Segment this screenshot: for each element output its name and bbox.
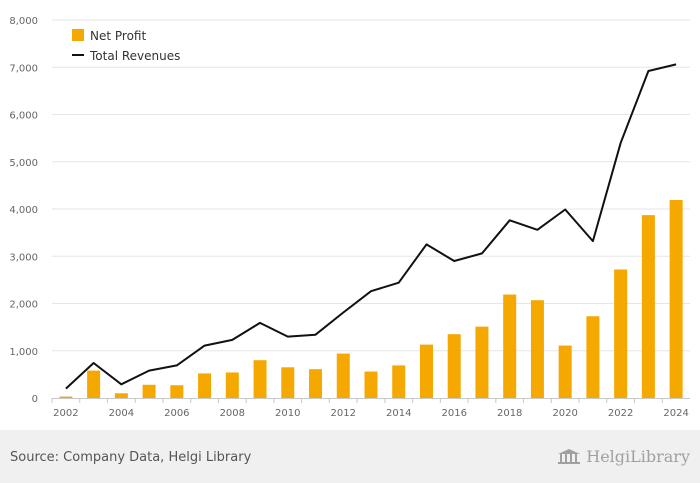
grid [52,19,690,352]
y-tick-label: 3,000 [9,252,38,263]
x-tick-label: 2008 [220,408,245,419]
bar-net-profit-2023 [641,215,655,398]
y-tick-label: 4,000 [9,205,38,216]
library-building-icon [558,448,581,464]
chart: 0 1,000 2,000 3,000 4,000 5,000 6,000 7,000 8,00… [9,16,690,419]
bar-net-profit-2008 [225,372,239,398]
bar-net-profit-2013 [364,371,378,398]
x-tick-label: 2010 [275,408,300,419]
x-tick-label: 2024 [663,408,688,419]
y-tick-label: 5,000 [9,158,38,169]
bar-net-profit-2014 [392,365,406,398]
bar-series [59,200,683,398]
x-axis-ticks: 2002 2004 2006 2008 2010 2012 2014 2016 2018 2020… [51,398,689,419]
bar-net-profit-2011 [309,369,323,398]
x-tick-label: 2004 [109,408,134,419]
bar-net-profit-2010 [281,367,295,398]
x-tick-label: 2022 [608,408,633,419]
x-tick-label: 2018 [497,408,522,419]
x-tick-label: 2002 [53,408,78,419]
bar-net-profit-2002 [59,396,73,398]
bar-net-profit-2012 [336,353,350,398]
line-total-revenues [65,63,677,390]
y-axis-ticks: 0 1,000 2,000 3,000 4,000 5,000 6,000 7,000 8,00… [9,16,38,405]
line-series [65,63,677,390]
y-tick-label: 1,000 [9,347,38,358]
bar-net-profit-2024 [669,200,683,398]
bar-net-profit-2007 [198,373,212,398]
y-tick-label: 6,000 [9,111,38,122]
y-tick-label: 8,000 [9,16,38,27]
x-tick-label: 2016 [441,408,466,419]
x-tick-label: 2014 [386,408,411,419]
bar-net-profit-2004 [114,393,128,398]
bar-net-profit-2022 [614,269,628,398]
legend-label-total-revenues: Total Revenues [89,49,180,63]
bar-net-profit-2019 [530,300,544,398]
legend: Net Profit Total Revenues [72,29,180,63]
legend-swatch-net-profit [72,29,84,41]
bar-net-profit-2020 [558,345,572,398]
bar-net-profit-2003 [87,370,101,398]
bar-net-profit-2018 [503,294,517,398]
x-tick-label: 2020 [552,408,577,419]
logo-text: HelgiLibrary [586,447,690,466]
bar-net-profit-2015 [419,344,433,398]
helgi-library-logo: HelgiLibrary [556,447,690,466]
y-tick-label: 2,000 [9,300,38,311]
bar-net-profit-2017 [475,326,489,398]
y-tick-label: 7,000 [9,63,38,74]
footer: Source: Company Data, Helgi Library Helg… [0,430,700,483]
bar-net-profit-2009 [253,360,267,398]
x-tick-label: 2006 [164,408,189,419]
legend-label-net-profit: Net Profit [90,29,146,43]
bar-net-profit-2016 [447,334,461,398]
y-tick-label: 0 [32,394,38,405]
bar-net-profit-2021 [586,316,600,398]
x-tick-label: 2012 [331,408,356,419]
source-note: Source: Company Data, Helgi Library [10,450,252,465]
bar-net-profit-2005 [142,384,156,398]
bar-net-profit-2006 [170,385,184,398]
